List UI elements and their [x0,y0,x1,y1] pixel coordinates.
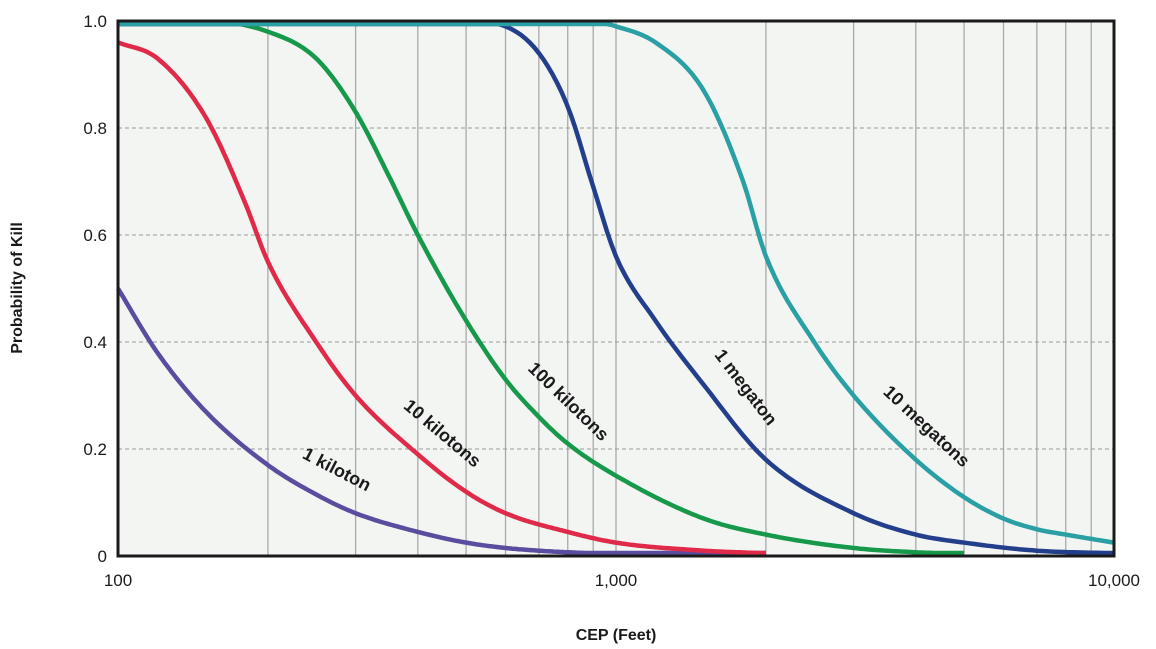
x-tick-label: 100 [104,571,132,590]
series-line [116,287,766,556]
y-tick-label: 0 [98,547,107,566]
series-line [117,40,766,556]
grid-y [118,127,1114,450]
x-tick-labels: 100 1,000 10,000 [104,571,1140,590]
x-tick-label: 10,000 [1088,571,1140,590]
plot-frame [116,19,1116,558]
y-tick-label: 1.0 [83,12,107,31]
y-axis-title: Probability of Kill [9,222,26,354]
x-axis-title: CEP (Feet) [576,627,657,644]
y-tick-label: 0.8 [83,119,107,138]
y-tick-labels: 0 0.2 0.4 0.6 0.8 1.0 [83,12,107,566]
series-line [118,21,1115,545]
series-lines [116,21,1115,556]
x-tick-label: 1,000 [595,571,638,590]
y-tick-label: 0.4 [83,333,107,352]
y-tick-label: 0.6 [83,226,107,245]
grid-x [267,21,1092,556]
y-tick-label: 0.2 [83,440,107,459]
series-line [118,21,965,556]
